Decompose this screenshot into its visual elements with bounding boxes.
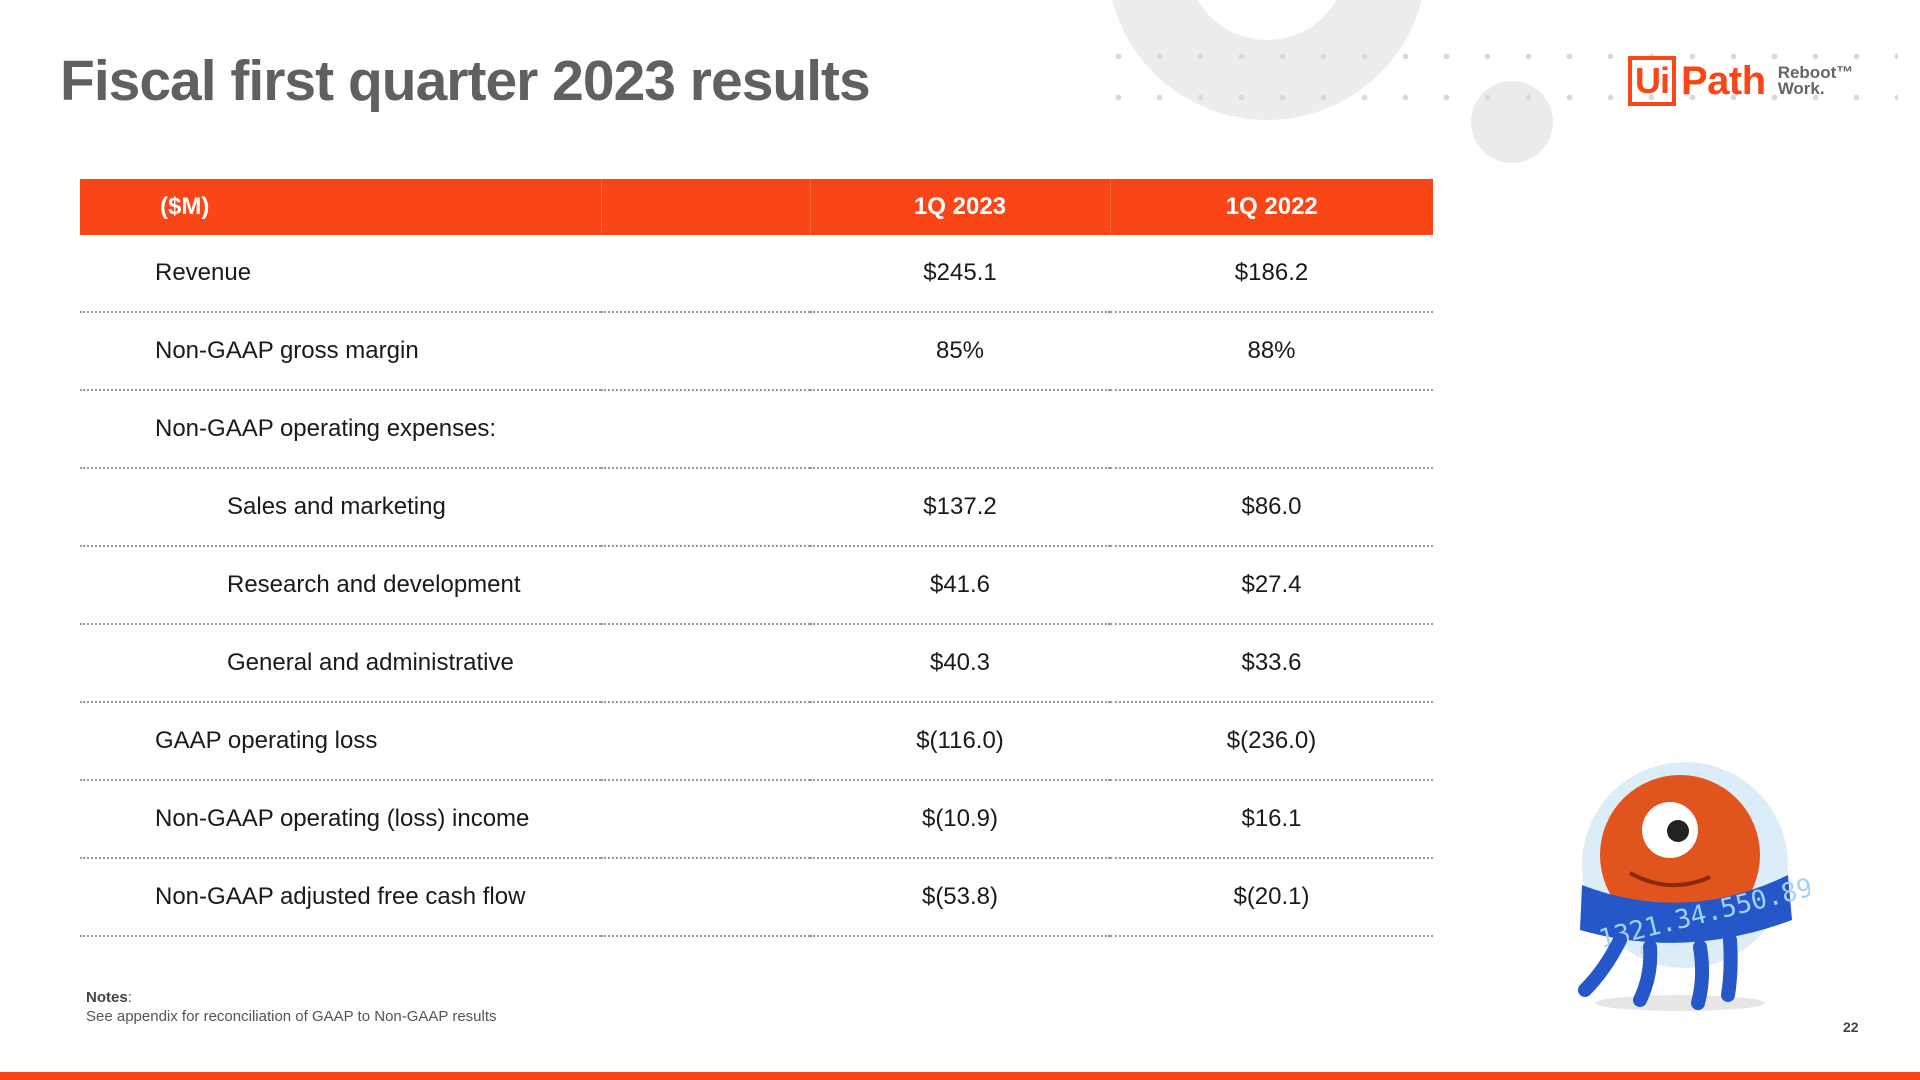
cell-1q-2022: $16.1 — [1110, 780, 1433, 859]
cell-1q-2023 — [810, 390, 1110, 469]
cell-1q-2023: 85% — [810, 312, 1110, 391]
row-spacer — [601, 624, 810, 703]
cell-1q-2023: $137.2 — [810, 468, 1110, 547]
row-label: General and administrative — [80, 624, 601, 703]
header-1q-2023: 1Q 2023 — [810, 179, 1111, 235]
page-number: 22 — [1843, 1019, 1859, 1035]
row-spacer — [601, 312, 810, 391]
table-row: General and administrative $40.3 $33.6 — [80, 624, 1433, 703]
row-label: Revenue — [80, 235, 601, 313]
header-units: ($M) — [80, 179, 602, 235]
cell-1q-2022: $(20.1) — [1110, 858, 1433, 937]
cell-1q-2023: $(116.0) — [810, 702, 1110, 781]
cell-1q-2022: $86.0 — [1110, 468, 1433, 547]
table-header-row: ($M) 1Q 2023 1Q 2022 — [80, 179, 1433, 235]
cell-1q-2022 — [1110, 390, 1433, 469]
cell-1q-2023: $41.6 — [810, 546, 1110, 625]
row-label: Non-GAAP gross margin — [80, 312, 601, 391]
logo-tagline-line2: Work. — [1777, 79, 1825, 98]
row-label: Sales and marketing — [80, 468, 601, 547]
row-spacer — [601, 780, 810, 859]
page-title: Fiscal first quarter 2023 results — [60, 49, 871, 113]
table-row: GAAP operating loss $(116.0) $(236.0) — [80, 702, 1433, 781]
logo-tagline: Reboot™ Work. — [1777, 63, 1854, 98]
cell-1q-2023: $(53.8) — [810, 858, 1110, 937]
row-label: Non-GAAP operating (loss) income — [80, 780, 601, 859]
row-spacer — [601, 235, 810, 313]
cell-1q-2022: $(236.0) — [1110, 702, 1433, 781]
table-row: Revenue $245.1 $186.2 — [80, 235, 1433, 313]
robot-mascot-illustration: 1321.34.550.89.0 Ui — [1578, 762, 1810, 1011]
row-spacer — [601, 546, 810, 625]
table-row: Non-GAAP operating expenses: — [80, 390, 1433, 469]
table-row: Non-GAAP operating (loss) income $(10.9) $… — [80, 780, 1433, 859]
cell-1q-2022: $33.6 — [1110, 624, 1433, 703]
row-label: Non-GAAP adjusted free cash flow — [80, 858, 601, 937]
logo-path-text: Path — [1681, 58, 1766, 103]
cell-1q-2022: 88% — [1110, 312, 1433, 391]
cell-1q-2023: $(10.9) — [810, 780, 1110, 859]
results-table: ($M) 1Q 2023 1Q 2022 Revenue $245.1 $186.2… — [80, 179, 1433, 937]
cell-1q-2022: $27.4 — [1110, 546, 1433, 625]
logo-ui-mark: Ui — [1628, 56, 1676, 106]
notes-text: See appendix for reconciliation of GAAP … — [86, 1008, 497, 1025]
row-spacer — [601, 858, 810, 937]
bottom-accent-bar — [0, 1072, 1920, 1080]
table-row: Non-GAAP gross margin 85% 88% — [80, 312, 1433, 391]
row-label: GAAP operating loss — [80, 702, 601, 781]
notes-heading: Notes — [86, 989, 128, 1006]
header-blank — [601, 179, 811, 235]
cell-1q-2023: $245.1 — [810, 235, 1110, 313]
row-spacer — [601, 468, 810, 547]
row-label: Non-GAAP operating expenses: — [80, 390, 601, 469]
header-1q-2022: 1Q 2022 — [1110, 179, 1433, 235]
row-spacer — [601, 390, 810, 469]
logo-tagline-line1: Reboot™ — [1777, 63, 1854, 82]
uipath-logo: Ui Path Reboot™ Work. — [1628, 54, 1853, 108]
table-row: Non-GAAP adjusted free cash flow $(53.8) $… — [80, 858, 1433, 937]
decorative-dot-grid — [1098, 36, 1898, 126]
table-row: Research and development $41.6 $27.4 — [80, 546, 1433, 625]
table-body: Revenue $245.1 $186.2 Non-GAAP gross margin… — [80, 235, 1433, 937]
row-label: Research and development — [80, 546, 601, 625]
cell-1q-2023: $40.3 — [810, 624, 1110, 703]
notes: Notes: See appendix for reconciliation o… — [86, 989, 497, 1025]
table-row: Sales and marketing $137.2 $86.0 — [80, 468, 1433, 547]
cell-1q-2022: $186.2 — [1110, 235, 1433, 313]
row-spacer — [601, 702, 810, 781]
